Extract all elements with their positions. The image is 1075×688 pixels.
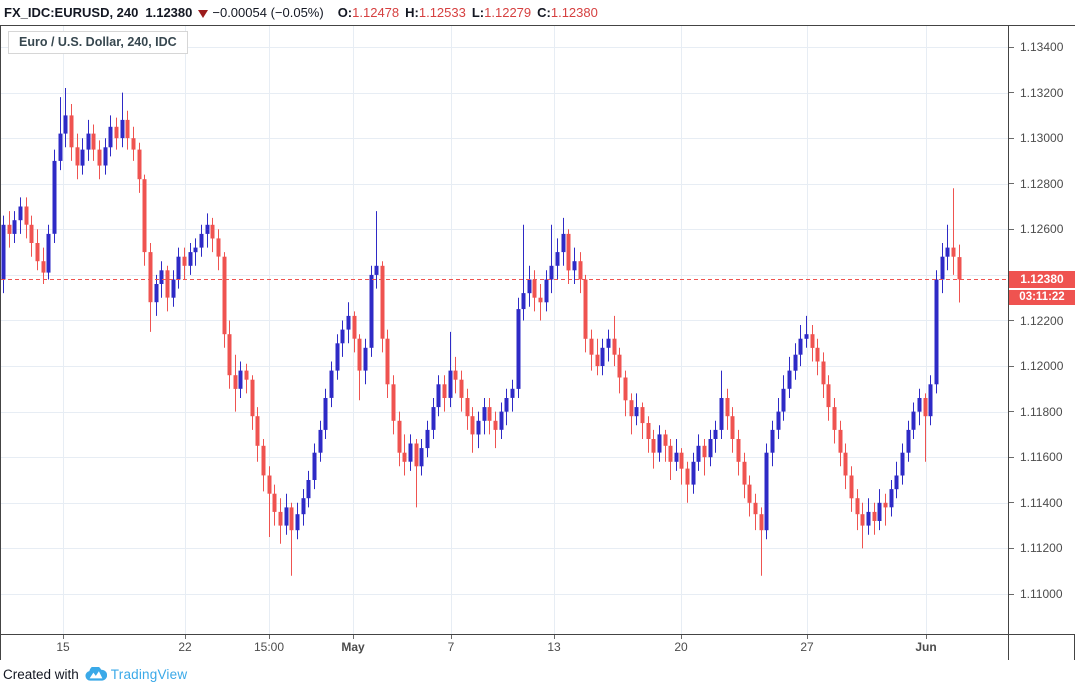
chart-frame: Euro / U.S. Dollar, 240, IDC 1.13400 1.13… — [0, 25, 1075, 660]
price-axis-label: 1.13200 — [1020, 85, 1064, 100]
price-tick-mark — [1009, 365, 1014, 367]
axis-corner-separator — [1008, 635, 1009, 660]
price-axis-label: 1.13400 — [1020, 40, 1064, 54]
close-label: C: — [537, 5, 551, 20]
footer: Created with TradingView — [0, 660, 1075, 688]
chart-legend[interactable]: Euro / U.S. Dollar, 240, IDC — [8, 31, 188, 54]
current-price-group: 1.12380 03:11:22 — [1009, 270, 1075, 305]
last-price: 1.12380 — [145, 5, 193, 20]
time-axis-label: May — [341, 640, 365, 654]
low-value: 1.12279 — [484, 5, 532, 20]
price-tick-mark — [1009, 593, 1014, 595]
price-axis-label: 1.12200 — [1020, 313, 1064, 328]
price-tick-mark — [1009, 137, 1014, 139]
time-axis-label: Jun — [915, 640, 937, 654]
price-axis-label: 1.11800 — [1020, 404, 1063, 419]
time-axis-label: 15 — [56, 640, 70, 654]
price-axis-label: 1.11000 — [1020, 587, 1063, 601]
current-price-label: 1.12380 — [1009, 270, 1075, 288]
time-axis-label: 7 — [447, 640, 455, 654]
price-axis-label: 1.11600 — [1020, 450, 1063, 465]
tradingview-logo-icon — [85, 667, 107, 681]
price-axis-label: 1.13000 — [1020, 131, 1064, 146]
time-axis-label: 13 — [547, 640, 561, 654]
time-tick-mark — [554, 635, 555, 639]
ohlc-topbar: FX_IDC:EURUSD, 240 1.12380 −0.00054 (−0.… — [0, 0, 1075, 25]
price-tick-mark — [1009, 456, 1014, 458]
bar-countdown-label: 03:11:22 — [1009, 289, 1075, 305]
close-value: 1.12380 — [550, 5, 598, 20]
price-tick-mark — [1009, 183, 1014, 185]
price-tick-mark — [1009, 46, 1014, 48]
price-axis-label: 1.12600 — [1020, 222, 1064, 237]
tradingview-brand-link[interactable]: TradingView — [85, 667, 188, 682]
time-tick-mark — [269, 635, 270, 639]
price-tick-mark — [1009, 502, 1014, 504]
open-label: O: — [337, 5, 353, 20]
price-tick-mark — [1009, 411, 1014, 413]
price-axis-label: 1.11400 — [1020, 495, 1063, 510]
price-change: −0.00054 (−0.05%) — [212, 5, 324, 20]
created-with-text: Created with — [3, 666, 79, 682]
price-axis-label: 1.12000 — [1020, 359, 1064, 374]
price-axis-label: 1.11200 — [1020, 541, 1063, 556]
price-tick-mark — [1009, 547, 1014, 549]
price-tick-mark — [1009, 228, 1014, 230]
symbol-title: FX_IDC:EURUSD, 240 — [4, 5, 139, 20]
candlestick-plot-area[interactable] — [1, 26, 1008, 634]
candlestick-svg — [1, 26, 1008, 634]
time-axis[interactable]: 15 22 15:00 May 7 13 20 27 Jun — [1, 634, 1074, 660]
time-tick-mark — [63, 635, 64, 639]
down-triangle-icon — [198, 9, 209, 18]
price-axis[interactable]: 1.13400 1.13200 1.13000 1.12800 1.12600 1.122… — [1008, 26, 1075, 634]
time-tick-mark — [353, 635, 354, 639]
high-value: 1.12533 — [418, 5, 466, 20]
price-tick-mark — [1009, 320, 1014, 321]
price-tick-mark — [1009, 92, 1014, 94]
time-tick-mark — [681, 635, 682, 639]
time-tick-mark — [807, 635, 808, 639]
time-tick-mark — [185, 635, 186, 639]
time-tick-mark — [926, 635, 927, 639]
time-axis-label: 15:00 — [253, 640, 285, 654]
time-tick-mark — [451, 635, 452, 639]
open-value: 1.12478 — [352, 5, 400, 20]
price-axis-label: 1.12800 — [1020, 176, 1064, 191]
tradingview-brand-text: TradingView — [110, 666, 188, 682]
time-axis-label: 22 — [178, 640, 192, 654]
high-label: H: — [405, 5, 419, 20]
low-label: L: — [471, 5, 485, 20]
time-axis-label: 27 — [800, 640, 814, 654]
time-axis-label: 20 — [674, 640, 688, 654]
